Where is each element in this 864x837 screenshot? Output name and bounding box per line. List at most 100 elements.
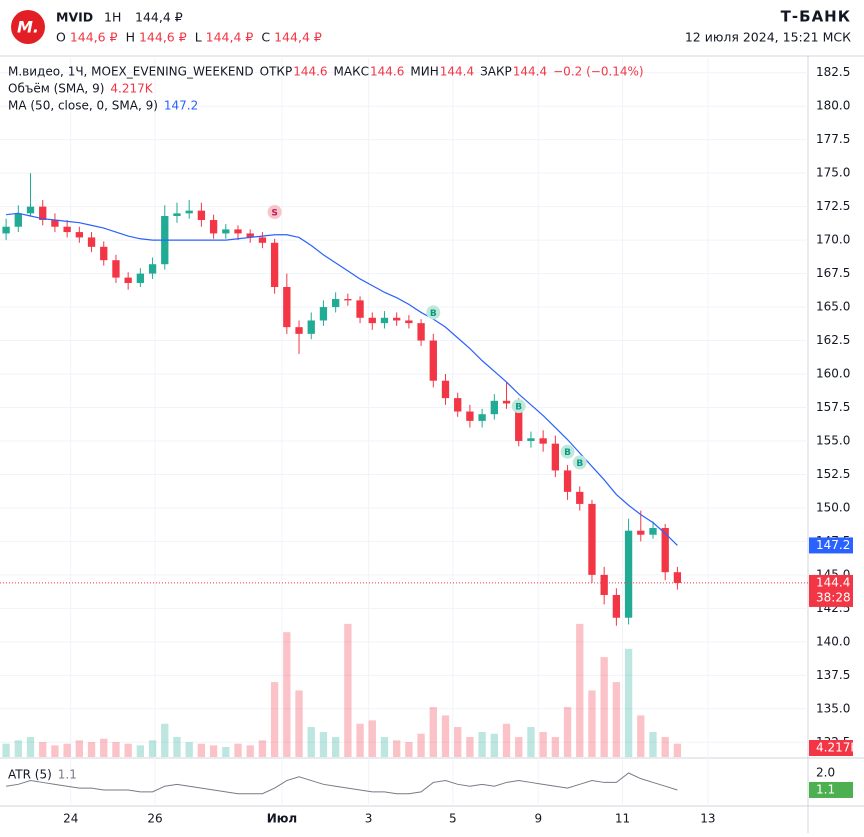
ticker: MVID [56, 10, 93, 25]
candle-body [39, 206, 47, 221]
legend-key: МИН [410, 65, 438, 79]
ma-badge-bg [809, 537, 853, 554]
volume-badge-bg [809, 739, 853, 756]
volume-bar [417, 733, 425, 757]
y-tick-label: 175.0 [816, 166, 850, 180]
price-badge-bg [809, 574, 853, 607]
volume-bar [100, 738, 108, 757]
volume-bar [637, 715, 645, 757]
volume-bar [478, 732, 486, 757]
volume-bar [331, 737, 340, 757]
candle-body [551, 443, 560, 471]
volume-bar [624, 648, 633, 757]
y-tick-label: 167.5 [816, 266, 850, 280]
volume-bar [649, 732, 657, 757]
legend-volume: Объём (SMA, 9) [8, 82, 104, 96]
volume-bar [490, 733, 498, 757]
candle-body [417, 323, 425, 341]
candle-body [539, 438, 547, 444]
ohlc-key: C [261, 30, 270, 45]
signal-marker [560, 444, 575, 459]
legend-value: 144.6 [293, 65, 327, 79]
volume-bar [356, 723, 364, 757]
candle-body [295, 327, 303, 334]
candle-body [490, 400, 498, 415]
candle-body [283, 286, 291, 328]
y-tick-label: 180.0 [816, 99, 850, 113]
signal-label: B [576, 459, 583, 469]
volume-bar [502, 723, 511, 757]
ma-badge: 147.2 [816, 538, 850, 552]
volume-bar [270, 682, 279, 757]
candle-body [393, 317, 401, 321]
candle-body [588, 503, 596, 575]
legend-key: ОТКР [260, 65, 293, 79]
volume-bar [368, 720, 376, 757]
y-tick-label: 155.0 [816, 433, 850, 447]
legend-ma-value: 147.2 [164, 99, 198, 113]
legend-symbol: М.видео, 1Ч, MOEX_EVENING_WEEKEND [8, 65, 254, 79]
candle-body [258, 237, 267, 243]
volume-bar [222, 747, 230, 757]
candle-body [246, 233, 254, 238]
volume-bar [515, 737, 523, 757]
countdown: 38:28 [816, 590, 851, 604]
logo-mark: M. [17, 18, 39, 37]
ohlc-key: O [56, 30, 66, 45]
candle-body [26, 206, 35, 214]
ohlc-key: H [126, 30, 135, 45]
volume-bar [51, 745, 59, 757]
volume-bar [527, 727, 535, 757]
x-tick-label: 11 [615, 812, 630, 826]
legend-key: ЗАКР [480, 65, 512, 79]
legend-value: 144.6 [370, 65, 404, 79]
volume-bar [234, 743, 242, 757]
candle-body [197, 210, 206, 221]
volume-bar [209, 745, 218, 757]
volume-bar [197, 743, 206, 757]
volume-bar [124, 743, 132, 757]
x-tick-label: 26 [147, 812, 162, 826]
volume-bar [429, 707, 437, 757]
legend-value: 144.4 [440, 65, 474, 79]
volume-bar [612, 682, 621, 757]
candle-body [600, 574, 608, 595]
volume-bar [393, 740, 401, 757]
volume-bar [63, 743, 71, 757]
candle-body [307, 320, 315, 334]
volume-badge: 4.217K [816, 740, 859, 754]
x-tick-label: Июл [267, 812, 298, 826]
candle-body [576, 491, 584, 504]
volume-bar [39, 742, 47, 757]
volume-bar [661, 737, 669, 757]
volume-bar [600, 657, 608, 757]
x-tick-label: 13 [700, 812, 715, 826]
volume-bar [380, 737, 389, 757]
candle-body [429, 340, 437, 381]
signal-marker [572, 455, 587, 470]
ohlc-key: L [195, 30, 202, 45]
candle-body [100, 246, 108, 261]
volume-bar [405, 742, 413, 757]
y-tick-label: 150.0 [816, 500, 850, 514]
signal-label: B [430, 309, 437, 319]
atr-badge: 1.1 [816, 782, 835, 796]
y-tick-label: 182.5 [816, 65, 850, 79]
volume-bar [246, 745, 254, 757]
volume-bar [112, 742, 120, 757]
candle-body [502, 400, 511, 404]
logo [11, 10, 45, 44]
price-badge: 144.4 [816, 575, 850, 589]
y-tick-label: 165.0 [816, 300, 850, 314]
signal-label: S [271, 208, 277, 218]
candle-body [563, 470, 572, 492]
y-tick-label: 177.5 [816, 132, 850, 146]
volume-bar [344, 623, 352, 757]
legend-ma: MA (50, close, 0, SMA, 9) [8, 99, 158, 113]
volume-bar [588, 690, 596, 757]
legend-change: −0.2 (−0.14%) [553, 65, 644, 79]
candle-body [637, 530, 645, 535]
candle-body [380, 317, 389, 324]
volume-bar [319, 732, 328, 757]
signal-marker [511, 399, 526, 414]
